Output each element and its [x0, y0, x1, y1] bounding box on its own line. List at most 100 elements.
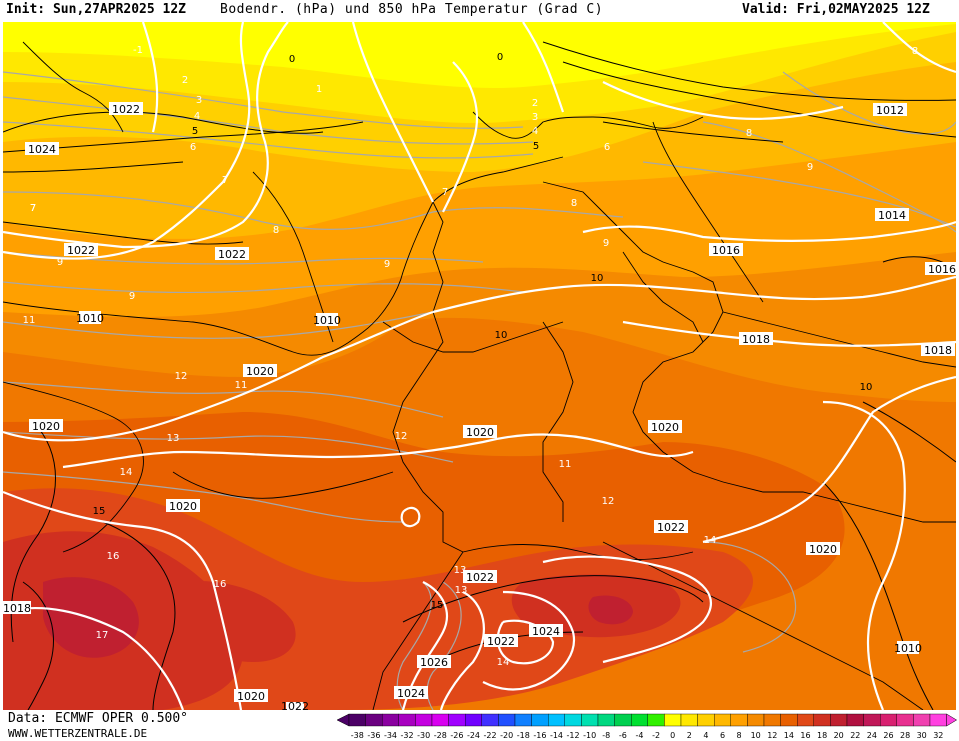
band-18-core	[43, 577, 633, 658]
header-bar: Init: Sun,27APR2025 12Z Bodendr. (hPa) u…	[0, 0, 959, 22]
legend-tick-label: -30	[417, 731, 430, 740]
legend-swatch	[697, 713, 715, 727]
legend-swatch	[929, 713, 947, 727]
temp-label: 0	[497, 52, 503, 63]
isobar-label: 1024	[28, 143, 56, 156]
legend-tick-label: 30	[917, 731, 927, 740]
isobar-label: 1026	[420, 656, 448, 669]
legend-tick-label: -12	[567, 731, 580, 740]
legend-swatch	[747, 713, 765, 727]
temp-label: 2	[182, 75, 188, 86]
legend-tick-label: 16	[800, 731, 810, 740]
legend-tick-label: -20	[500, 731, 513, 740]
temp-label: 12	[395, 431, 408, 442]
temp-label: 17	[96, 630, 109, 641]
temp-label: 3	[196, 95, 202, 106]
legend-tick-label: 14	[784, 731, 794, 740]
legend-swatch	[514, 713, 532, 727]
isobar-label: 1018	[742, 333, 770, 346]
legend-tick-label: 32	[933, 731, 943, 740]
temp-label: 7	[442, 187, 448, 198]
isobar-label: 1020	[32, 420, 60, 433]
legend-swatch	[780, 713, 798, 727]
legend-tick-label: 12	[767, 731, 777, 740]
legend-tick-label: -2	[652, 731, 660, 740]
legend-tick-label: -28	[434, 731, 447, 740]
temp-label-group: -1 0 0 1 2 3 4 5 6 7 7 7 8 8 9 9 9 10 10…	[23, 45, 919, 668]
legend-tick-label: -22	[484, 731, 497, 740]
legend-swatch	[464, 713, 482, 727]
temp-label: 9	[384, 259, 390, 270]
temp-label: 9	[129, 291, 135, 302]
temp-label: 1	[316, 84, 322, 95]
isobar-label: 1022	[218, 248, 246, 261]
coastlines-borders	[3, 41, 956, 710]
temp-label: 5	[192, 126, 198, 137]
legend-tick-label: -4	[636, 731, 644, 740]
temp-label: 16	[107, 551, 120, 562]
legend-swatch	[830, 713, 848, 727]
temp-label: 10	[860, 382, 873, 393]
isobar-label: 1018	[3, 602, 31, 615]
temp-label: 9	[57, 257, 63, 268]
temp-label: 11	[235, 380, 248, 391]
legend-swatch	[664, 713, 682, 727]
legend-tick-label: -32	[401, 731, 414, 740]
temp-label: 14	[497, 657, 510, 668]
legend-tick-label: 2	[687, 731, 692, 740]
temp-label: 8	[273, 225, 279, 236]
isobar-label: 1020	[809, 543, 837, 556]
temp-label: 9	[807, 162, 813, 173]
temp-label: 15	[93, 506, 106, 517]
legend-swatch	[597, 713, 615, 727]
isobar-label: 1022	[281, 700, 309, 710]
legend-swatch	[547, 713, 565, 727]
temp-label: 13	[167, 433, 180, 444]
temp-label: 14	[120, 467, 133, 478]
legend-swatch	[398, 713, 416, 727]
isobar-label: 1024	[532, 625, 560, 638]
temp-label: 8	[746, 128, 752, 139]
website-label: WWW.WETTERZENTRALE.DE	[8, 727, 148, 740]
legend-swatch	[415, 713, 433, 727]
legend-swatch	[763, 713, 781, 727]
isobar-label: 1014	[878, 209, 906, 222]
legend-swatch	[498, 713, 516, 727]
temp-label: 13	[454, 565, 467, 576]
temp-label: 14	[704, 535, 717, 546]
isobars-white	[3, 22, 956, 710]
legend-tick-label: 24	[867, 731, 877, 740]
isobar-label: 1020	[246, 365, 274, 378]
temp-label: 12	[602, 496, 615, 507]
temp-label: 6	[604, 142, 610, 153]
legend-tick-label: -38	[351, 731, 364, 740]
temp-label: 7	[30, 203, 36, 214]
temp-label: 3	[532, 112, 538, 123]
isobar-label: 1024	[397, 687, 425, 700]
temp-label: 16	[214, 579, 227, 590]
isobar-label: 1010	[313, 314, 341, 327]
temp-label: 4	[194, 111, 200, 122]
legend-tick-label: -14	[550, 731, 563, 740]
isobar-label: 1012	[876, 104, 904, 117]
temp-label: 10	[495, 330, 508, 341]
legend-tick-label: 6	[720, 731, 725, 740]
legend-tick-label: -24	[467, 731, 480, 740]
isobar-label: 1022	[67, 244, 95, 257]
legend-swatch	[730, 713, 748, 727]
temp-label: 4	[532, 126, 538, 137]
temp-label: -1	[133, 45, 143, 56]
legend-tick-label: -26	[450, 731, 463, 740]
isobar-label: 1022	[112, 103, 140, 116]
temp-label: 8	[571, 198, 577, 209]
legend-tick-labels: -38 -36 -34 -32 -30 -28 -26 -24 -22 -20 -18 -16 -14-…	[351, 731, 944, 740]
isobar-label: 1020	[466, 426, 494, 439]
temp-label: 12	[175, 371, 188, 382]
temp-label: 5	[533, 141, 539, 152]
temp-label: 8	[912, 46, 918, 57]
isobar-label: 1018	[924, 344, 952, 357]
temperature-legend: -38 -36 -34 -32 -30 -28 -26 -24 -22 -20 -18 -16 -14-…	[336, 713, 958, 740]
legend-swatch	[614, 713, 632, 727]
temp-label: 2	[532, 98, 538, 109]
legend-swatch	[797, 713, 815, 727]
